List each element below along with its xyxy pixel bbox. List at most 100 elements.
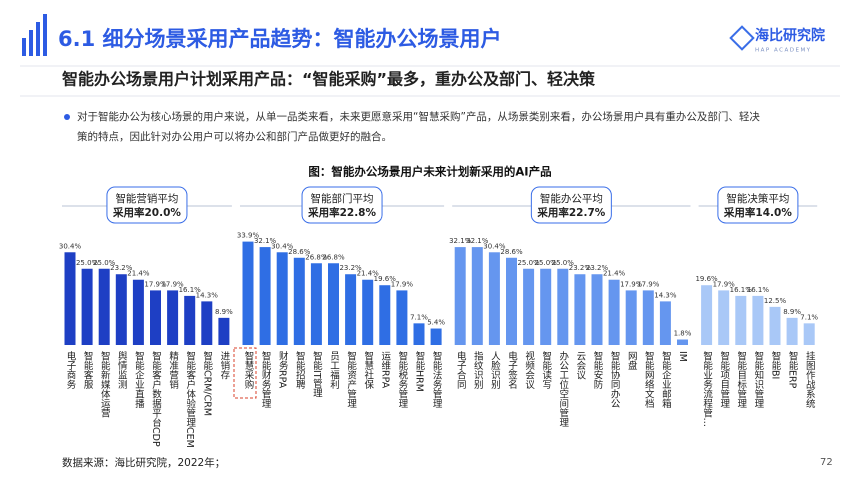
- x-tick-label: 智能财务管理: [260, 350, 272, 408]
- x-tick-label: 电子签名: [506, 350, 518, 390]
- x-tick-label: 进销存: [218, 351, 230, 380]
- x-tick-label: 舆情监测: [116, 350, 128, 390]
- logo-icon: [729, 25, 755, 51]
- bar: [201, 301, 213, 345]
- x-tick-label: 智能资产管理: [345, 350, 357, 408]
- value-label: 30.4%: [59, 242, 82, 250]
- value-label: 32.1%: [449, 237, 472, 245]
- bar: [471, 247, 483, 345]
- value-label: 25.0%: [93, 259, 116, 267]
- bar: [574, 274, 586, 345]
- x-tick-label: 智能项目管理: [718, 350, 730, 408]
- value-label: 28.6%: [500, 248, 523, 256]
- x-tick-label: 智能业务流程管…: [701, 350, 713, 427]
- x-tick-label: 财务RPA: [277, 350, 289, 388]
- x-tick-label: 智能企业邮箱: [660, 350, 672, 409]
- bar: [184, 295, 196, 345]
- bar: [150, 290, 161, 345]
- value-label: 1.8%: [674, 330, 692, 338]
- x-tick-label: 智能税务管理: [396, 350, 408, 408]
- x-tick-label: 智能知识管理: [752, 350, 764, 408]
- bullet-text: 策的特点，因此针对办公用户可以将办公和部门产品做更好的融合。: [77, 130, 392, 143]
- bar: [293, 257, 305, 345]
- value-label: 14.3%: [654, 291, 677, 299]
- value-label: 23.2%: [569, 264, 592, 272]
- bar: [430, 328, 442, 345]
- x-tick-label: 智能IT管理: [311, 350, 323, 397]
- x-tick-label: 办公工位空间管理: [557, 350, 569, 427]
- page-number: 72: [820, 457, 833, 468]
- group-label: 智能营销平均: [115, 192, 178, 205]
- x-tick-label: 智慧社保: [362, 350, 374, 390]
- value-label: 12.5%: [764, 297, 787, 305]
- group-label: 智能部门平均: [311, 192, 374, 205]
- x-tick-label: 智能ERP: [787, 350, 799, 388]
- value-label: 23.2%: [586, 264, 609, 272]
- x-tick-label: 智能招聘: [294, 350, 306, 390]
- x-tick-label: 智慧采购: [243, 350, 255, 390]
- bar: [276, 252, 288, 345]
- bullet-text: 对于智能办公为核心场景的用户来说，从单一品类来看，未来更愿意采用“智慧采购”产品…: [77, 110, 760, 123]
- bar: [132, 279, 144, 345]
- value-label: 23.2%: [339, 264, 362, 272]
- bar: [64, 252, 76, 345]
- value-label: 8.9%: [783, 308, 801, 316]
- x-tick-label: 运维RPA: [379, 351, 391, 389]
- bar: [396, 290, 408, 345]
- value-label: 17.9%: [637, 280, 660, 288]
- x-tick-label: 智能目标管理: [735, 350, 747, 408]
- bar: [328, 263, 339, 345]
- value-label: 5.4%: [427, 319, 445, 327]
- bar: [98, 268, 110, 345]
- chart-title: 图：智能办公场景用户未来计划新采用的AI产品: [308, 165, 551, 179]
- x-tick-label: 智能企业直播: [133, 350, 145, 409]
- bar: [115, 274, 127, 345]
- value-label: 30.4%: [483, 242, 506, 250]
- bar: [701, 285, 713, 345]
- bar: [345, 274, 357, 345]
- value-label: 25.0%: [552, 259, 575, 267]
- bar: [379, 285, 391, 345]
- x-tick-label: 智能CRM/CRM: [201, 350, 213, 416]
- value-label: 21.4%: [127, 270, 150, 278]
- bar: [413, 323, 425, 345]
- bar: [608, 279, 620, 345]
- bar: [167, 290, 179, 345]
- value-label: 16.1%: [179, 286, 202, 294]
- highlight-box: [233, 347, 257, 399]
- x-tick-label: 电子合同: [455, 350, 467, 390]
- value-label: 28.6%: [288, 248, 311, 256]
- bar: [591, 274, 603, 345]
- x-tick-label: 指纹识别: [472, 350, 484, 390]
- value-label: 25.0%: [517, 259, 540, 267]
- group-box: [106, 186, 188, 224]
- bar: [362, 279, 374, 345]
- value-label: 16.1%: [730, 286, 753, 294]
- bar: [769, 306, 781, 345]
- bar: [488, 252, 500, 345]
- value-label: 17.9%: [713, 280, 736, 288]
- group-rate: 采用率20.0%: [112, 206, 181, 219]
- x-tick-label: 智能BI: [770, 350, 782, 379]
- subtitle: 智能办公场景用户计划采用产品：“智能采购”最多，重办公及部门、轻决策: [62, 70, 596, 89]
- x-tick-label: 精准营销: [167, 350, 179, 390]
- bar: [81, 268, 93, 345]
- bar: [540, 268, 552, 345]
- x-tick-label: 挂图作战系统: [804, 350, 816, 409]
- group-box: [301, 186, 383, 224]
- header-title: 6.1 细分场景采用产品趋势：智能办公场景用户: [58, 27, 502, 51]
- x-tick-label: 智能客户数据平台CDP: [150, 350, 162, 447]
- value-label: 32.1%: [254, 237, 277, 245]
- value-label: 32.1%: [466, 237, 489, 245]
- value-label: 21.4%: [603, 270, 626, 278]
- value-label: 7.1%: [410, 313, 428, 321]
- bar: [677, 339, 688, 345]
- bar: [242, 241, 254, 345]
- group-rate: 采用率22.7%: [536, 206, 605, 219]
- value-label: 8.9%: [215, 308, 233, 316]
- group-rate: 采用率14.0%: [723, 206, 792, 219]
- value-label: 14.3%: [196, 291, 219, 299]
- value-label: 17.9%: [144, 280, 167, 288]
- value-label: 30.4%: [271, 242, 294, 250]
